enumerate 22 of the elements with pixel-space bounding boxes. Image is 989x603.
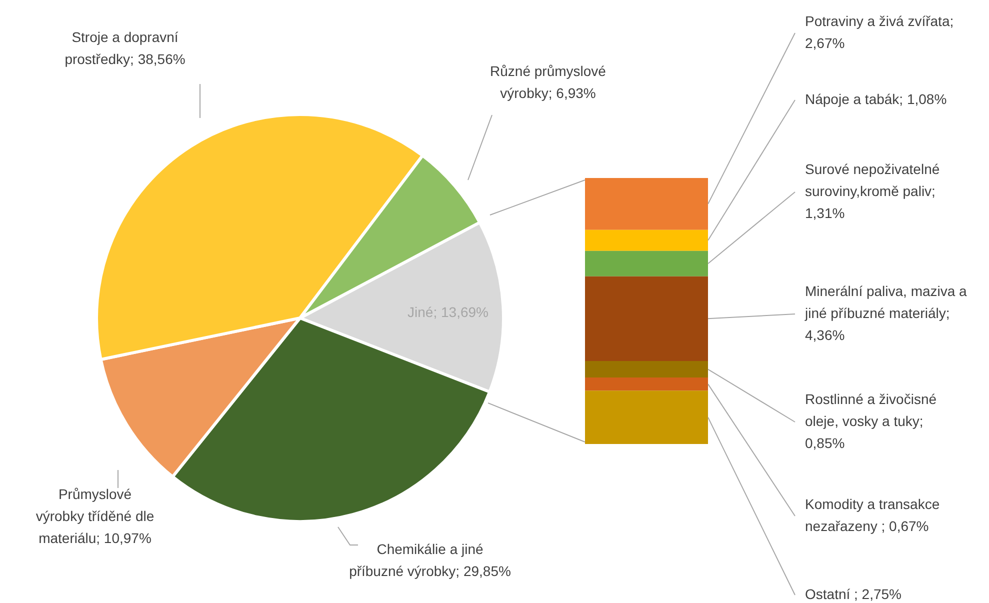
text: Rostlinné a živočisné oleje, vosky a tuky; [805, 390, 937, 429]
slice-label: Chemikálie a jiné příbuzné výrobky; 29,85% [349, 540, 511, 579]
text: Potraviny a živá zvířata; [805, 12, 954, 29]
bar [585, 378, 708, 391]
data-label: 0,85% [805, 434, 845, 451]
text: Komodity a transakce nezařazeny ; 0,67% [805, 496, 940, 534]
text: Ostatní ; 2,75% [805, 586, 902, 602]
bar [585, 230, 708, 251]
text: Minerální paliva, maziva a jiné příbuzné materiály; [804, 282, 968, 321]
text: Surové nepoživatelné suroviny,kromě paliv; [805, 160, 940, 199]
bar [585, 178, 708, 230]
slice-label: Průmyslové výrobky tříděné dle materiálu; 10,97% [36, 486, 154, 546]
slice-label: Různé průmyslové výrobky; 6,93% [490, 62, 606, 101]
bar [585, 276, 708, 362]
slice-label: Stroje a dopravní prostředky; 38,56% [64, 28, 186, 67]
bar [585, 250, 708, 276]
bar [585, 361, 708, 378]
data-label: 1,31% [805, 204, 845, 221]
data-label: 2,67% [805, 34, 845, 51]
text: Nápoje a tabák; 1,08% [805, 90, 947, 107]
data-label: 4,36% [805, 326, 845, 343]
bar [585, 390, 708, 444]
